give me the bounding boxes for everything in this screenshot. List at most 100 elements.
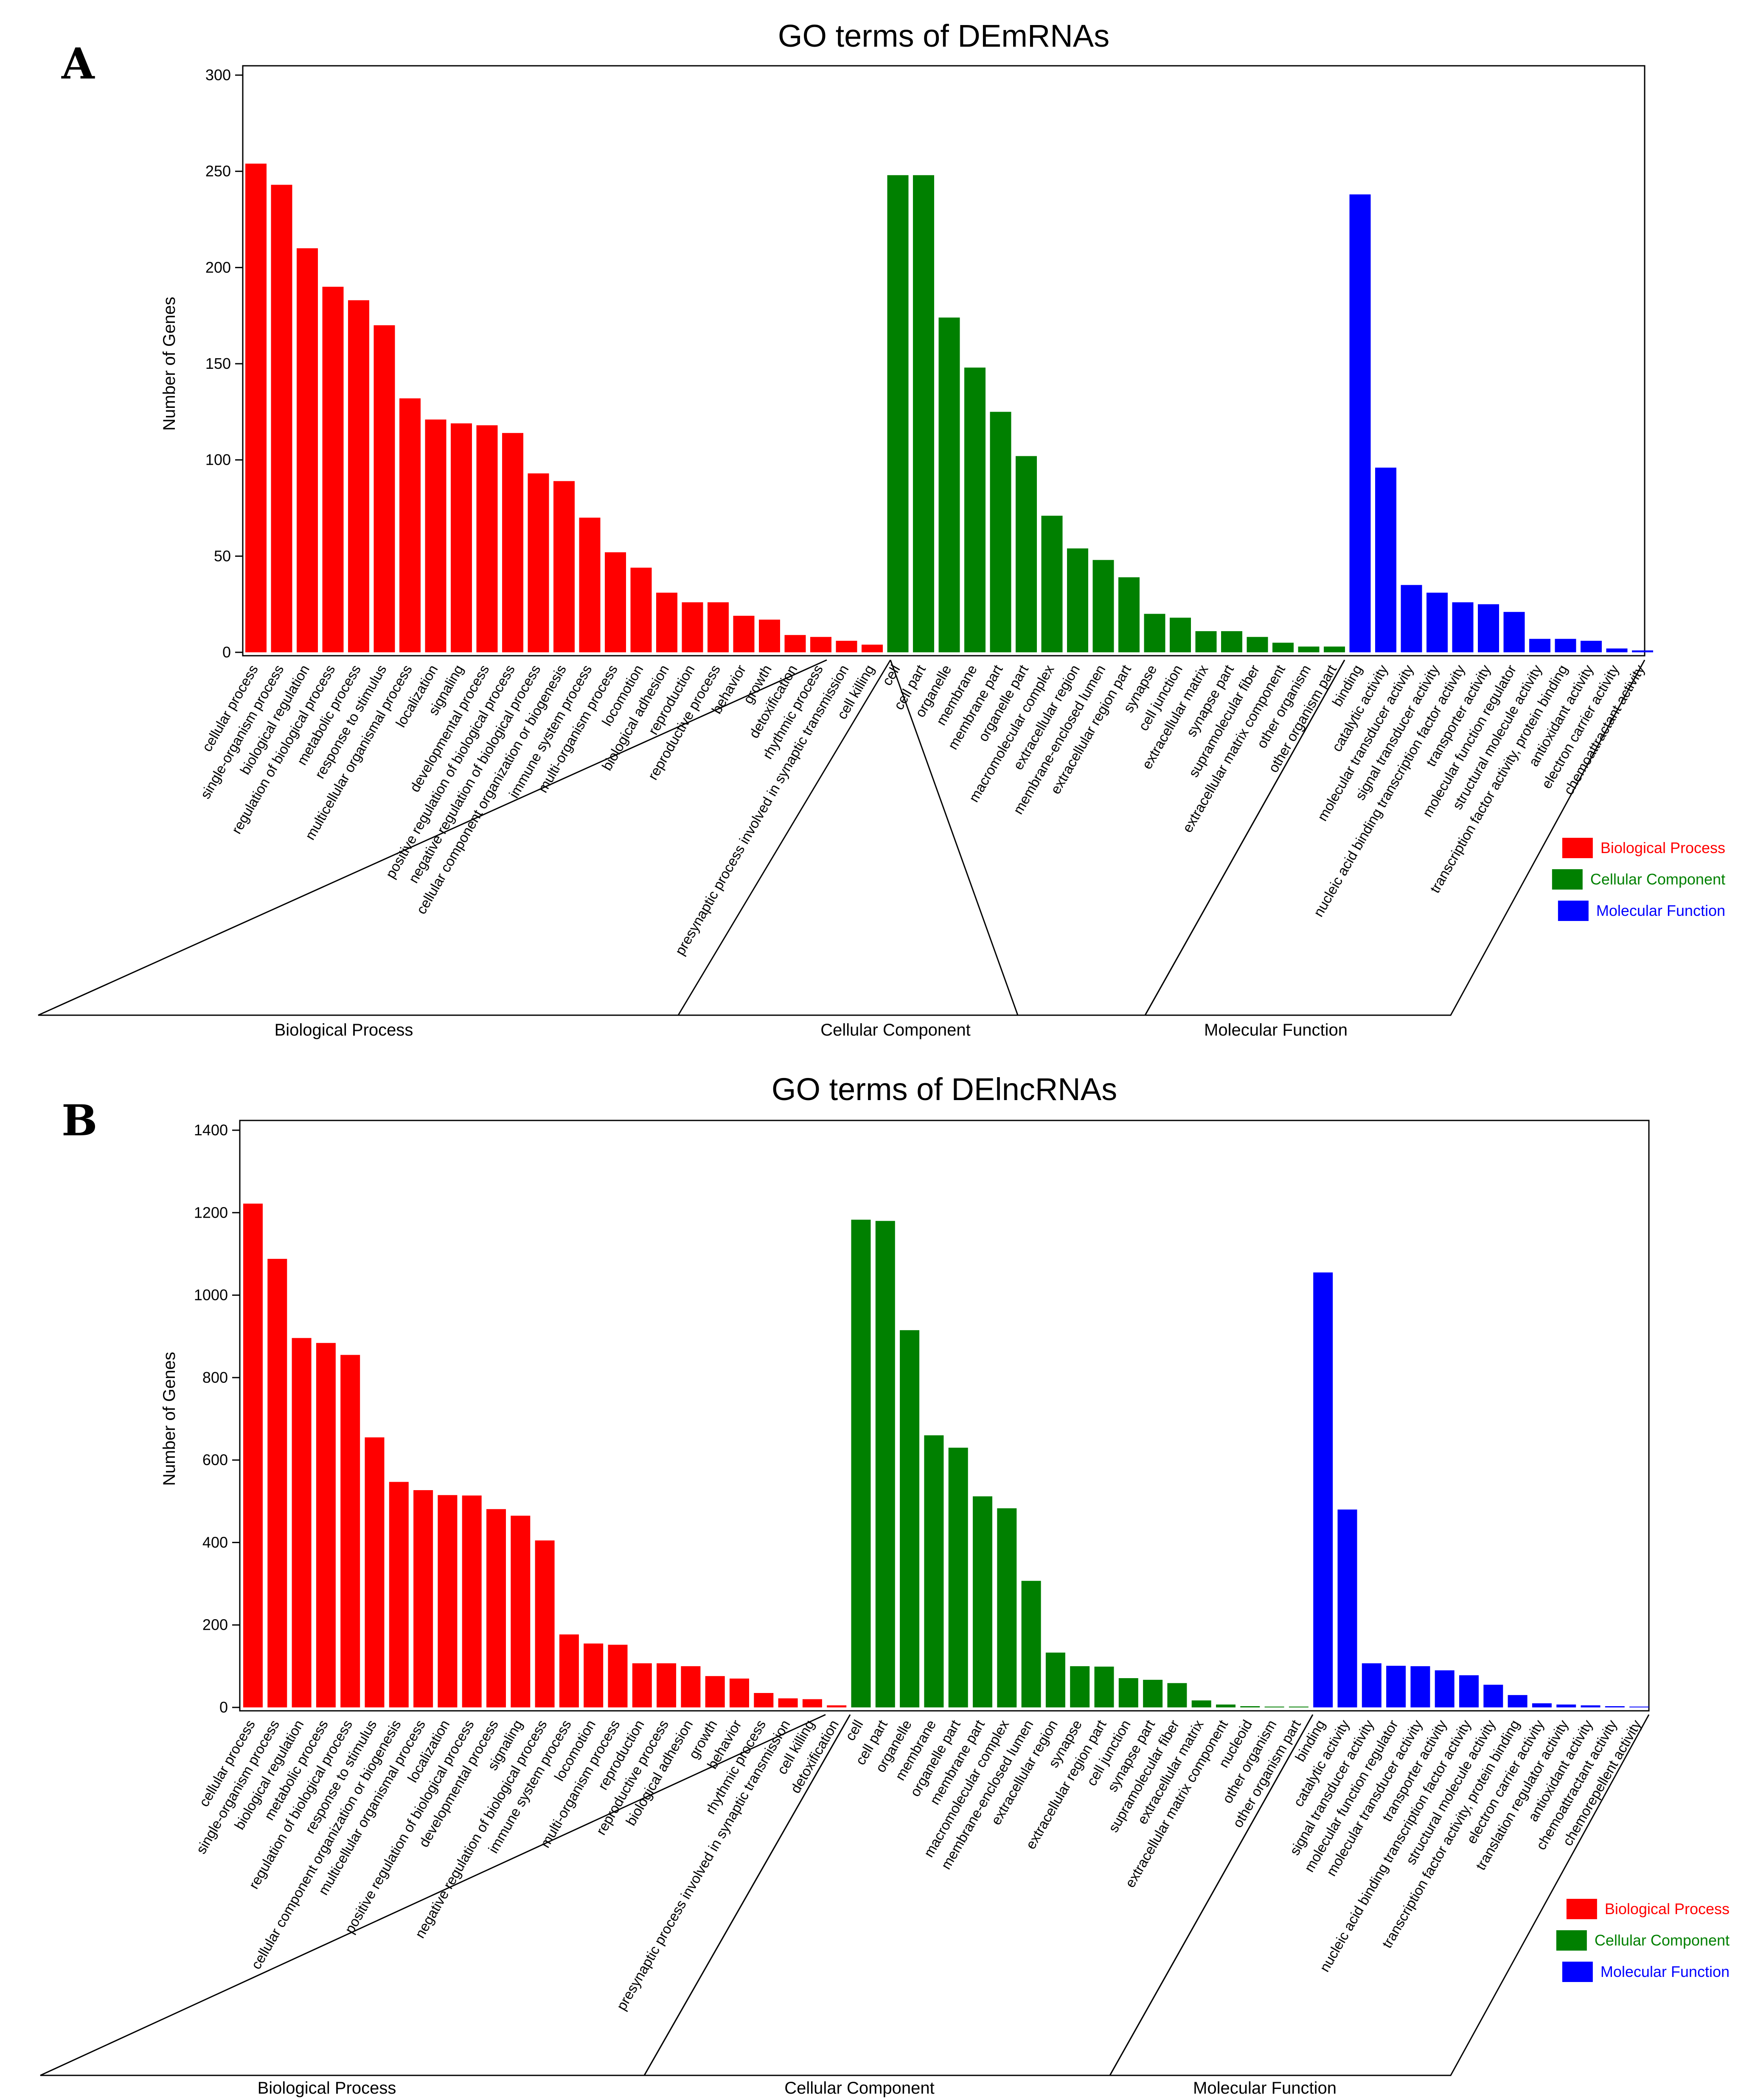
bar-organelle — [938, 317, 960, 652]
bar-biological-adhesion — [656, 592, 677, 652]
bar-antioxidant-activity — [1581, 640, 1602, 652]
group-label-molecular-function: Molecular Function — [1204, 1021, 1348, 1039]
bar-cell-part — [875, 1221, 895, 1707]
bar-detoxification — [784, 635, 806, 652]
bar-extracellular-matrix — [1191, 1700, 1211, 1707]
chart-title: GO terms of DElncRNAs — [772, 1072, 1117, 1107]
bar-cell — [887, 175, 909, 652]
bar-signal-transducer-activity — [1362, 1663, 1382, 1707]
bar-supramolecular-fiber — [1167, 1683, 1187, 1707]
y-tick-label: 1400 — [194, 1121, 228, 1139]
bar-synapse — [1144, 614, 1165, 652]
bar-reproduction — [682, 602, 703, 652]
y-tick-label: 600 — [202, 1451, 228, 1468]
chart-title: GO terms of DEmRNAs — [778, 18, 1109, 53]
bar-membrane-part — [973, 1496, 992, 1707]
bar-extracellular-matrix-component — [1272, 643, 1294, 652]
bar-cell-junction — [1118, 1678, 1138, 1707]
bar-cell-part — [913, 175, 934, 652]
bar-multi-organism-process — [605, 552, 626, 652]
bar-presynaptic-process-involved-in-synaptic-transmission — [778, 1698, 798, 1707]
plot-frame — [242, 65, 1645, 657]
legend-swatch-molecular-function — [1562, 1962, 1593, 1982]
legend-label-biological-process: Biological Process — [1605, 1900, 1730, 1918]
bar-molecular-function-regulator — [1386, 1665, 1406, 1707]
bar-organelle-part — [948, 1448, 968, 1707]
bar-developmental-process — [486, 1509, 506, 1707]
bar-extracellular-region — [1045, 1652, 1065, 1707]
chart-panel-b: B GO terms of DElncRNAs 0 200 400 600 800 1000 1… — [40, 1072, 1730, 2097]
bar-structural-molecule-activity — [1529, 639, 1550, 652]
bar-presynaptic-process-involved-in-synaptic-transmission — [836, 640, 857, 652]
bar-growth — [759, 619, 780, 652]
bar-immune-system-process — [559, 1634, 579, 1707]
bar-reproduction — [632, 1663, 652, 1707]
y-tick-label: 0 — [222, 643, 231, 661]
bar-nucleoid — [1240, 1706, 1260, 1707]
bar-electron-carrier-activity — [1606, 648, 1628, 652]
bar-macromolecular-complex — [997, 1508, 1017, 1707]
y-axis-label: Number of Genes — [160, 1352, 179, 1486]
group-bracket-molecular-function — [1109, 1714, 1650, 2076]
bar-supramolecular-fiber — [1247, 637, 1268, 652]
bar-metabolic-process — [348, 300, 369, 652]
y-tick-label: 800 — [202, 1369, 228, 1386]
bar-cellular-process — [243, 1203, 263, 1707]
chart-panel-a: A GO terms of DEmRNAs 0 50 100 150 200 250 300 Nu… — [38, 18, 1725, 1039]
bar-synapse — [1070, 1666, 1090, 1707]
bar-regulation-of-biological-process — [340, 1355, 360, 1707]
bar-nucleic-acid-binding-transcription-factor-activity — [1459, 1675, 1479, 1707]
bar-cellular-process — [245, 163, 267, 652]
bar-binding — [1349, 194, 1371, 653]
bar-electron-carrier-activity — [1532, 1703, 1552, 1707]
bar-cellular-component-organization-or-biogenesis — [553, 481, 575, 652]
legend-label-cellular-component: Cellular Component — [1590, 870, 1725, 888]
legend-label-molecular-function: Molecular Function — [1596, 902, 1725, 919]
bar-developmental-process — [476, 425, 498, 652]
group-label-cellular-component: Cellular Component — [820, 1021, 971, 1039]
legend-swatch-biological-process — [1566, 1899, 1597, 1919]
bar-multicellular-organismal-process — [413, 1490, 433, 1707]
group-label-molecular-function: Molecular Function — [1193, 2079, 1337, 2097]
bar-nucleic-acid-binding-transcription-factor-activity — [1452, 602, 1474, 652]
bar-biological-regulation — [297, 248, 318, 652]
bar-immune-system-process — [579, 517, 601, 652]
bar-rhythmic-process — [754, 1693, 774, 1707]
bar-growth — [705, 1676, 725, 1707]
group-label-cellular-component: Cellular Component — [784, 2079, 935, 2097]
bar-molecular-transducer-activity — [1401, 585, 1422, 652]
bar-cell-killing — [802, 1699, 822, 1707]
legend-swatch-molecular-function — [1558, 901, 1589, 921]
bar-extracellular-region-part — [1118, 577, 1140, 652]
bar-membrane — [924, 1435, 944, 1707]
bar-organelle — [900, 1330, 920, 1707]
bar-reproductive-process — [708, 602, 729, 652]
bar-extracellular-region — [1067, 548, 1088, 652]
bar-chemoattractant-activity — [1632, 650, 1653, 652]
bar-cell-junction — [1170, 618, 1191, 652]
bar-synapse-part — [1221, 631, 1242, 652]
bar-other-organism-part — [1324, 646, 1345, 652]
group-label-biological-process: Biological Process — [258, 2079, 396, 2097]
bar-single-organism-process — [267, 1259, 287, 1707]
bar-signaling — [511, 1516, 531, 1707]
bar-molecular-function-regulator — [1503, 612, 1525, 652]
bar-single-organism-process — [271, 185, 292, 652]
y-tick-label: 200 — [205, 258, 231, 276]
bar-membrane-enclosed-lumen — [1092, 560, 1114, 652]
y-tick-label: 200 — [202, 1616, 228, 1634]
bar-positive-regulation-of-biological-process — [462, 1495, 482, 1707]
y-tick-label: 50 — [214, 547, 231, 564]
bar-reproductive-process — [657, 1663, 677, 1707]
bar-cellular-component-organization-or-biogenesis — [389, 1482, 409, 1707]
bar-localization — [438, 1495, 458, 1707]
x-tick-label: cell — [842, 1717, 866, 1743]
bar-signaling — [451, 423, 472, 652]
bar-localization — [425, 419, 446, 652]
bar-signal-transducer-activity — [1426, 592, 1448, 652]
bar-synapse-part — [1143, 1679, 1163, 1707]
bar-multicellular-organismal-process — [399, 398, 421, 652]
y-axis-label: Number of Genes — [160, 297, 179, 431]
y-tick-label: 300 — [205, 66, 231, 84]
